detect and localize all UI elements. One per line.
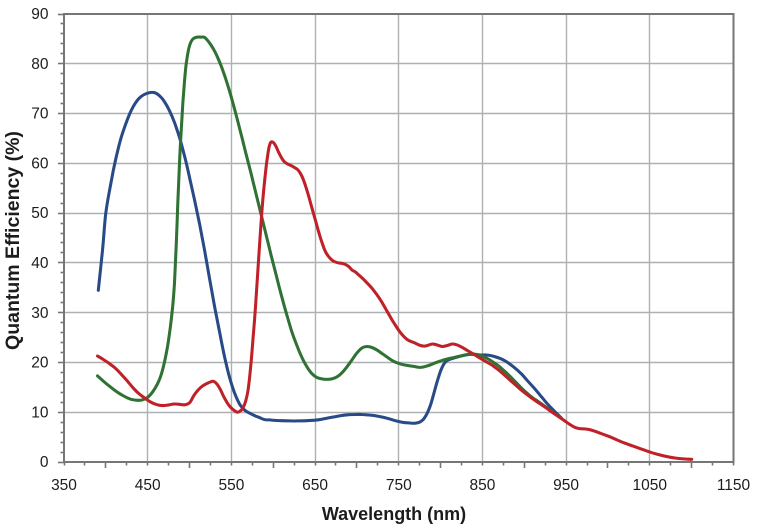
svg-text:Wavelength (nm): Wavelength (nm) — [322, 504, 466, 524]
svg-text:750: 750 — [386, 477, 412, 494]
svg-text:350: 350 — [51, 477, 77, 494]
svg-text:10: 10 — [31, 404, 49, 421]
svg-text:550: 550 — [218, 477, 244, 494]
svg-text:70: 70 — [31, 106, 49, 123]
svg-text:950: 950 — [553, 477, 579, 494]
svg-text:850: 850 — [469, 477, 495, 494]
svg-text:650: 650 — [302, 477, 328, 494]
svg-text:1150: 1150 — [717, 477, 751, 494]
svg-text:20: 20 — [31, 355, 49, 372]
svg-text:1050: 1050 — [633, 477, 668, 494]
svg-text:450: 450 — [135, 477, 161, 494]
svg-text:40: 40 — [31, 255, 49, 272]
svg-text:50: 50 — [31, 205, 49, 222]
svg-text:60: 60 — [31, 155, 49, 172]
svg-text:30: 30 — [31, 305, 49, 322]
svg-text:80: 80 — [31, 56, 49, 73]
svg-text:0: 0 — [40, 454, 49, 471]
svg-text:90: 90 — [31, 6, 49, 23]
svg-text:Quantum Efficiency (%): Quantum Efficiency (%) — [2, 131, 24, 350]
